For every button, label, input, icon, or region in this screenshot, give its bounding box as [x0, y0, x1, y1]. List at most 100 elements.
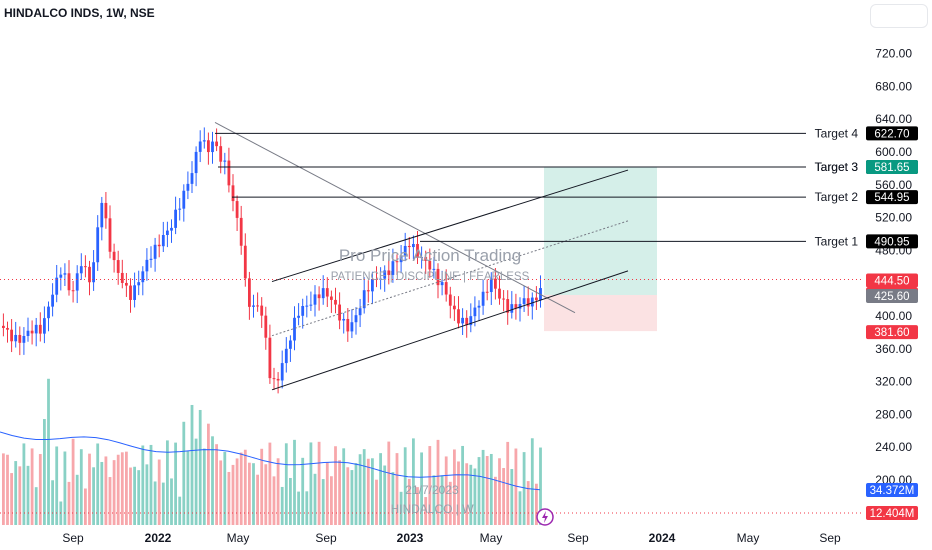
candle-body [133, 285, 136, 300]
volume-bar [297, 491, 300, 525]
volume-bar [38, 454, 42, 525]
volume-bar [88, 453, 91, 525]
volume-bar [252, 463, 255, 525]
candle-body [334, 299, 337, 305]
volume-bar [194, 438, 198, 525]
price-axis: 760.00720.00680.00640.00600.00560.00520.… [875, 14, 912, 487]
candle-body [116, 260, 120, 273]
volume-bar [63, 451, 67, 525]
volume-bar [416, 487, 419, 525]
candle-body [424, 257, 428, 261]
y-tick-label: 640.00 [875, 112, 912, 126]
candle-body [34, 324, 38, 334]
volume-bar [10, 473, 13, 525]
volume-bar [498, 458, 501, 525]
stop-badge-value: 381.60 [874, 327, 909, 339]
scale-toggle-button[interactable] [870, 4, 928, 28]
volume-ma-line [0, 431, 541, 491]
candle-body [67, 273, 71, 291]
volume-bar [43, 419, 46, 525]
candle-body [489, 278, 493, 293]
volume-bar [375, 479, 378, 525]
loss-zone [544, 295, 657, 332]
target-badge-value: 490.95 [874, 236, 909, 248]
candle-body [465, 317, 469, 326]
volume-bar [84, 488, 87, 525]
watermark-title: Pro Price Action Trading [339, 246, 521, 265]
candle-body [407, 245, 411, 248]
candle-body [84, 266, 87, 268]
candle-body [170, 227, 173, 231]
candle-body [2, 325, 5, 328]
volume-bar [256, 474, 259, 525]
volume-bar [248, 462, 251, 525]
candle-body [235, 201, 239, 218]
volume-bar [215, 444, 218, 525]
candle-body [202, 140, 206, 142]
entry-badge-value: 425.60 [874, 291, 909, 303]
lightning-icon-glyph [542, 511, 548, 523]
candle-body [26, 330, 30, 336]
volume-bar [26, 465, 30, 525]
candle-body [227, 160, 231, 186]
volume-bar [79, 449, 83, 525]
volume-bar [51, 480, 54, 525]
target-label: Target 1 [815, 234, 859, 248]
volume-bar [198, 409, 202, 525]
candle-body [338, 304, 341, 321]
stop-badge [866, 325, 918, 340]
target-badge [866, 160, 918, 175]
volume-bar [47, 378, 50, 525]
watermark: Pro Price Action Trading PATIENCE | DISCI… [331, 246, 530, 516]
volume-bar [112, 460, 116, 525]
volume-bar [268, 442, 272, 525]
volume-bar [473, 468, 477, 525]
volume-bar [350, 470, 354, 525]
volume-bar [289, 477, 292, 525]
volume-bar [305, 491, 309, 525]
target-badge [866, 190, 918, 205]
candle-body [51, 294, 54, 307]
volume-bar [6, 454, 9, 525]
volume-bar [92, 467, 95, 525]
channel-lower-line [271, 270, 629, 391]
candle-body [157, 244, 161, 247]
volume-bar [412, 438, 415, 525]
volume-bar [166, 440, 169, 525]
candle-body [6, 327, 9, 330]
volume-bar [514, 448, 518, 525]
volume-bar [284, 443, 288, 525]
candle-body [231, 185, 235, 202]
volume-bar [502, 468, 505, 525]
candle-body [498, 288, 501, 299]
volume-bar [539, 447, 542, 525]
volume-bar [346, 467, 350, 525]
volume-bar [264, 464, 268, 525]
volume-bar [469, 464, 473, 525]
candle-body [149, 258, 153, 260]
watermark-date: 21/7/2023 [405, 483, 459, 497]
volume-bar [223, 451, 227, 525]
candle-body [63, 273, 67, 275]
candle-body [399, 255, 403, 263]
candle-body [243, 245, 247, 279]
volume-bar [317, 441, 321, 525]
candle-body [457, 309, 460, 324]
volume-bar [489, 453, 493, 525]
volume-bar [358, 454, 362, 525]
candle-body [30, 330, 34, 334]
candle-body [161, 234, 165, 247]
candle-body [88, 266, 91, 283]
candle-body [494, 278, 497, 289]
volume-bar [239, 452, 243, 525]
volume-bar [18, 466, 22, 525]
y-tick-label: 560.00 [875, 178, 912, 192]
candle-body [317, 294, 321, 299]
volume-bar [141, 445, 145, 525]
volume-bar [108, 477, 112, 525]
y-tick-label: 320.00 [875, 375, 912, 389]
candle-body [280, 363, 284, 381]
candle-body [436, 268, 440, 286]
candle-body [92, 262, 95, 283]
